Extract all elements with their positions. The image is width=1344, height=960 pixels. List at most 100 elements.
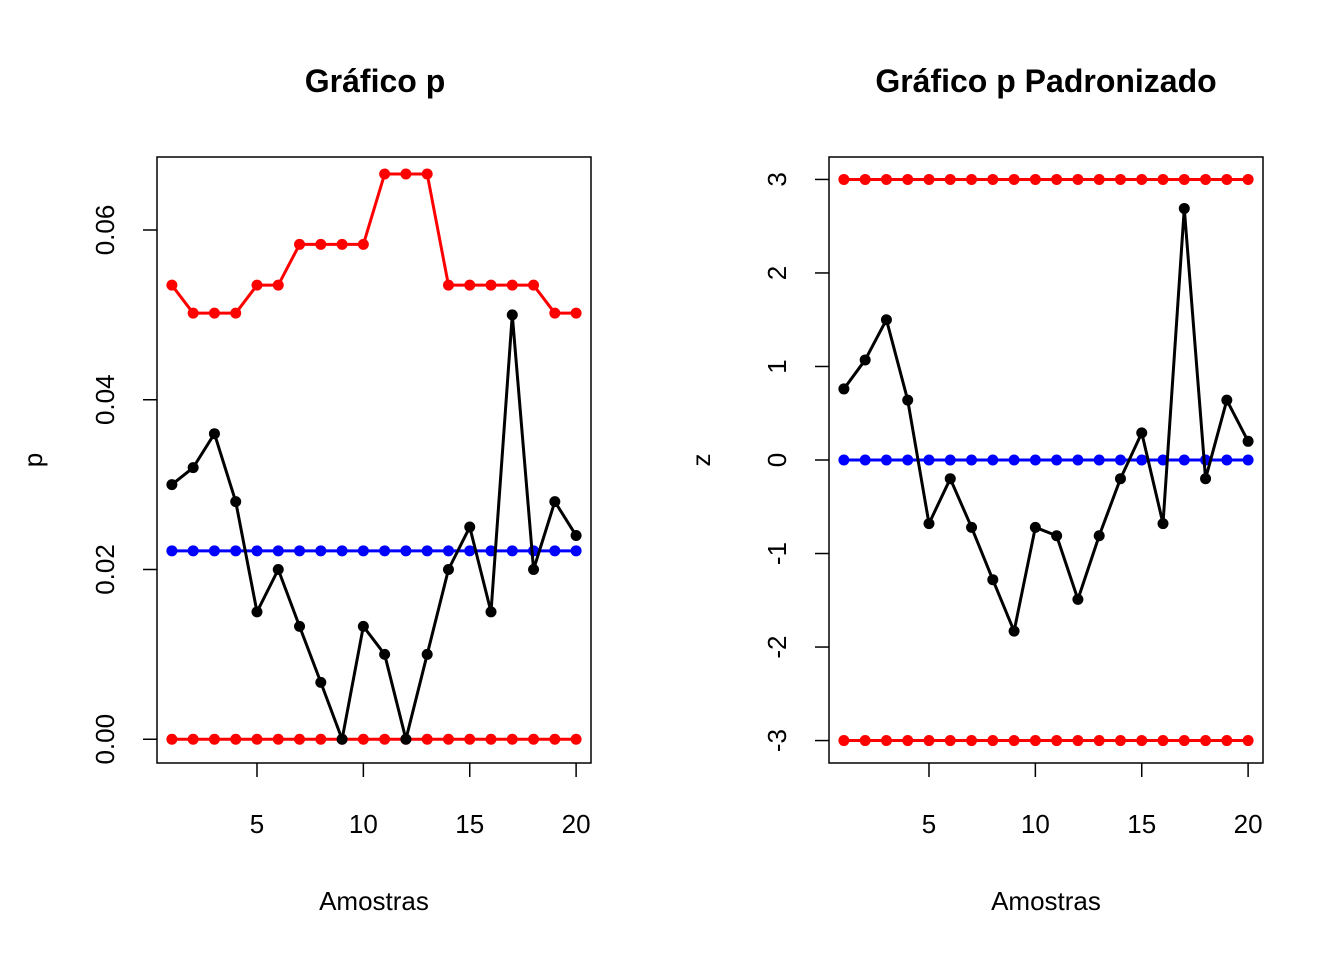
x-tick-label-2-0: 5 [922, 809, 936, 839]
point-lcl-1-3 [208, 733, 220, 745]
point-ucl-1-7 [294, 238, 306, 250]
point-data-2-1 [838, 383, 850, 395]
point-ucl-1-5 [251, 279, 263, 291]
point-lcl-1-13 [421, 733, 433, 745]
point-center-2-13 [1093, 454, 1105, 466]
point-lcl-2-7 [966, 735, 978, 747]
point-center-1-20 [570, 545, 582, 557]
point-ucl-1-15 [464, 279, 476, 291]
point-data-1-14 [442, 563, 454, 575]
point-lcl-1-14 [442, 733, 454, 745]
point-ucl-2-15 [1136, 173, 1148, 185]
point-center-1-2 [187, 545, 199, 557]
x-axis-label-2: Amostras [991, 886, 1101, 916]
point-center-2-7 [966, 454, 978, 466]
point-lcl-2-11 [1051, 735, 1063, 747]
x-tick-label-2-1: 10 [1021, 809, 1050, 839]
point-center-2-8 [987, 454, 999, 466]
point-lcl-1-2 [187, 733, 199, 745]
point-ucl-1-19 [549, 307, 561, 319]
point-ucl-1-18 [528, 279, 540, 291]
y-tick-label-2-4: 1 [762, 359, 792, 373]
y-tick-label-2-6: 3 [762, 172, 792, 186]
point-ucl-2-17 [1178, 173, 1190, 185]
point-center-1-17 [506, 545, 518, 557]
point-lcl-1-16 [485, 733, 497, 745]
chart-title-2: Gráfico p Padronizado [875, 63, 1216, 99]
point-center-2-3 [880, 454, 892, 466]
point-data-1-18 [528, 563, 540, 575]
y-tick-label-1-2: 0.04 [90, 374, 120, 425]
x-tick-label-1-0: 5 [250, 809, 264, 839]
point-lcl-2-9 [1008, 735, 1020, 747]
point-center-1-13 [421, 545, 433, 557]
point-center-2-14 [1114, 454, 1126, 466]
point-ucl-2-12 [1072, 173, 1084, 185]
point-center-2-1 [838, 454, 850, 466]
point-lcl-1-15 [464, 733, 476, 745]
point-lcl-2-10 [1029, 735, 1041, 747]
point-ucl-1-2 [187, 307, 199, 319]
point-data-1-13 [421, 648, 433, 660]
x-tick-label-1-1: 10 [349, 809, 378, 839]
point-data-1-2 [187, 462, 199, 474]
point-ucl-2-4 [902, 173, 914, 185]
point-data-1-12 [400, 733, 412, 745]
x-tick-label-1-2: 15 [455, 809, 484, 839]
point-data-1-7 [294, 620, 306, 632]
x-tick-label-1-3: 20 [562, 809, 591, 839]
point-center-2-12 [1072, 454, 1084, 466]
point-lcl-2-16 [1157, 735, 1169, 747]
point-center-1-10 [357, 545, 369, 557]
point-data-1-17 [506, 309, 518, 321]
chart-title-1: Gráfico p [305, 63, 445, 99]
point-data-2-10 [1029, 521, 1041, 533]
point-data-1-1 [166, 479, 178, 491]
point-ucl-1-9 [336, 238, 348, 250]
point-lcl-1-17 [506, 733, 518, 745]
point-data-2-16 [1157, 518, 1169, 530]
x-tick-label-2-3: 20 [1234, 809, 1263, 839]
point-lcl-2-18 [1200, 735, 1212, 747]
point-ucl-2-16 [1157, 173, 1169, 185]
point-data-1-11 [379, 648, 391, 660]
point-center-2-11 [1051, 454, 1063, 466]
point-center-2-9 [1008, 454, 1020, 466]
point-ucl-1-1 [166, 279, 178, 291]
point-ucl-2-1 [838, 173, 850, 185]
point-data-1-16 [485, 606, 497, 618]
point-ucl-1-6 [272, 279, 284, 291]
point-ucl-2-11 [1051, 173, 1063, 185]
point-data-2-5 [923, 518, 935, 530]
point-center-2-2 [859, 454, 871, 466]
point-data-2-13 [1093, 530, 1105, 542]
point-data-2-20 [1242, 435, 1254, 447]
point-ucl-2-20 [1242, 173, 1254, 185]
point-ucl-1-12 [400, 168, 412, 180]
point-center-1-6 [272, 545, 284, 557]
point-data-2-4 [902, 394, 914, 406]
point-data-1-15 [464, 521, 476, 533]
point-data-1-8 [315, 676, 327, 688]
point-center-2-19 [1221, 454, 1233, 466]
point-data-2-17 [1178, 202, 1190, 214]
chart-panel-2: Gráfico p Padronizado 5 10 15 20-3-2-10123 … [686, 63, 1264, 916]
y-tick-label-2-3: 0 [762, 453, 792, 467]
point-data-1-6 [272, 563, 284, 575]
point-center-2-17 [1178, 454, 1190, 466]
point-center-2-5 [923, 454, 935, 466]
point-ucl-1-14 [442, 279, 454, 291]
point-data-1-3 [208, 428, 220, 440]
point-data-1-20 [570, 530, 582, 542]
point-ucl-1-17 [506, 279, 518, 291]
point-data-2-19 [1221, 394, 1233, 406]
point-lcl-2-8 [987, 735, 999, 747]
point-center-1-11 [379, 545, 391, 557]
point-data-2-12 [1072, 593, 1084, 605]
point-data-2-18 [1200, 473, 1212, 485]
series-line-ucl-1 [170, 172, 577, 315]
point-data-2-11 [1051, 530, 1063, 542]
point-center-2-15 [1136, 454, 1148, 466]
point-ucl-1-11 [379, 168, 391, 180]
